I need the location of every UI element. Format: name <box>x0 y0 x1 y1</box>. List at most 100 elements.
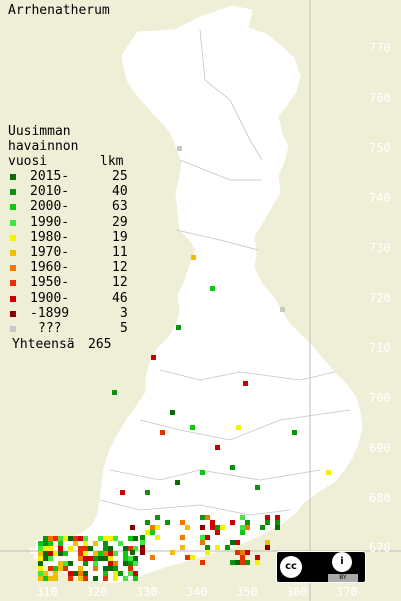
observation-square <box>63 561 68 566</box>
person-icon: i <box>332 552 352 572</box>
observation-square <box>275 515 280 520</box>
cc-license-badge[interactable]: cc i BY <box>276 551 366 583</box>
legend-count: 25 <box>112 169 128 184</box>
legend-total-count: 265 <box>88 337 112 352</box>
observation-square <box>255 555 260 560</box>
observation-square <box>83 576 88 581</box>
legend-total-label: Yhteensä <box>12 337 75 352</box>
observation-square <box>225 545 230 550</box>
legend-year-label: 1980- <box>30 229 70 245</box>
legend-swatch <box>10 189 16 196</box>
observation-square <box>128 556 133 561</box>
observation-square <box>180 535 185 540</box>
observation-square <box>58 551 63 556</box>
legend-count: 40 <box>112 184 128 200</box>
legend-count: 3 <box>120 305 128 321</box>
observation-square <box>255 485 260 490</box>
observation-square <box>73 571 78 576</box>
observation-square <box>43 556 48 561</box>
observation-square <box>245 520 250 525</box>
observation-square <box>93 556 98 561</box>
observation-square <box>177 146 182 151</box>
legend-swatch <box>10 174 16 180</box>
observation-square <box>240 525 245 530</box>
observation-square <box>113 571 118 576</box>
observation-square <box>133 546 138 551</box>
observation-square <box>155 535 160 540</box>
legend-swatch <box>10 250 16 256</box>
observation-square <box>170 550 175 555</box>
observation-square <box>43 576 48 581</box>
observation-square <box>123 546 128 551</box>
observation-square <box>265 540 270 545</box>
legend-heading-line2: havainnon <box>8 139 79 154</box>
observation-square <box>133 556 138 561</box>
observation-square <box>160 430 165 435</box>
legend-col-count: lkm <box>100 154 124 169</box>
legend-year-label: 1960- <box>30 260 70 276</box>
observation-square <box>48 551 53 556</box>
observation-square <box>128 546 133 551</box>
observation-square <box>78 551 83 556</box>
observation-square <box>58 536 63 541</box>
observation-square <box>265 545 270 550</box>
observation-square <box>38 561 43 566</box>
observation-square <box>108 566 113 571</box>
observation-square <box>120 490 125 495</box>
observation-square <box>123 551 128 556</box>
legend-swatch <box>10 280 16 287</box>
x-axis-label: 310 <box>36 585 58 599</box>
observation-square <box>240 550 245 555</box>
observation-square <box>83 546 88 551</box>
observation-square <box>185 555 190 560</box>
observation-square <box>43 536 48 541</box>
observation-square <box>245 525 250 530</box>
observation-square <box>83 541 88 546</box>
observation-square <box>38 571 43 576</box>
observation-square <box>128 571 133 576</box>
observation-square <box>88 546 93 551</box>
observation-square <box>130 550 135 555</box>
observation-square <box>200 525 205 530</box>
observation-square <box>265 515 270 520</box>
observation-square <box>176 325 181 330</box>
observation-square <box>123 576 128 581</box>
observation-squares <box>38 146 331 581</box>
observation-square <box>200 560 205 565</box>
y-axis-label: 670 <box>369 541 391 555</box>
observation-square <box>93 551 98 556</box>
observation-square <box>140 550 145 555</box>
observation-square <box>210 525 215 530</box>
observation-square <box>175 480 180 485</box>
observation-square <box>73 536 78 541</box>
y-axis-label: 740 <box>369 191 391 205</box>
observation-square <box>43 551 48 556</box>
observation-square <box>98 551 103 556</box>
observation-square <box>240 515 245 520</box>
legend-swatch <box>10 204 16 211</box>
observation-square <box>48 541 53 546</box>
legend-count: 12 <box>112 260 128 276</box>
observation-square <box>215 530 220 535</box>
x-axis-label: 370 <box>336 585 358 599</box>
observation-square <box>38 551 43 556</box>
observation-square <box>78 566 83 571</box>
observation-square <box>245 560 250 565</box>
observation-square <box>53 566 58 571</box>
legend-year-label: 2015- <box>30 169 70 184</box>
observation-square <box>68 576 73 581</box>
legend-year-label: 2000- <box>30 199 70 215</box>
y-axis-label: 710 <box>369 341 391 355</box>
observation-square <box>275 520 280 525</box>
observation-square <box>180 545 185 550</box>
legend-swatch <box>10 265 16 272</box>
x-axis-label: 340 <box>186 585 208 599</box>
observation-square <box>118 571 123 576</box>
observation-square <box>112 390 117 395</box>
observation-square <box>190 425 195 430</box>
observation-square <box>140 545 145 550</box>
legend-year-label: 1970- <box>30 245 70 260</box>
observation-square <box>103 536 108 541</box>
legend-count: 63 <box>112 199 128 215</box>
observation-square <box>123 561 128 566</box>
